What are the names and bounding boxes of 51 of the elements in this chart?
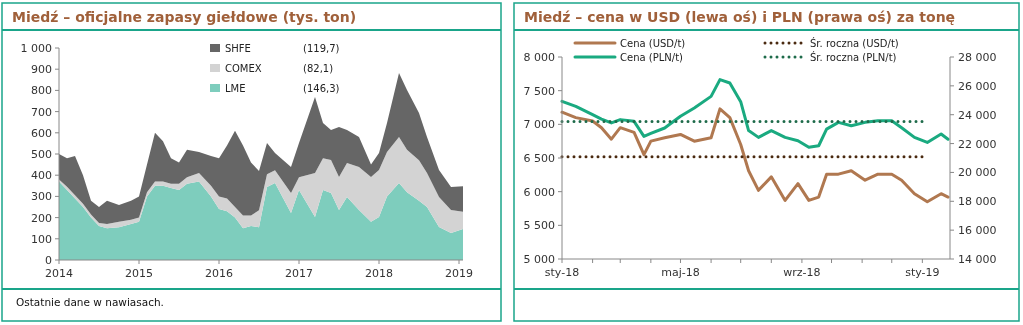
chart-title: Miedź – oficjalne zapasy giełdowe (tys. ton) <box>12 9 357 25</box>
chart-title: Miedź – cena w USD (lewa oś) i PLN (prawa oś) za tonę <box>524 9 956 25</box>
y-tick-label: 5 000 <box>523 253 555 266</box>
y-tick-label: 8 000 <box>523 51 555 64</box>
y-tick-label: 600 <box>31 126 52 140</box>
y-tick-label: 6 000 <box>523 185 555 199</box>
legend-label: Cena (PLN/t) <box>620 52 684 63</box>
y-tick-label: 500 <box>31 148 52 161</box>
line-series <box>560 78 950 149</box>
annotation: (146,3) <box>303 83 340 94</box>
y2-tick-label: 18 000 <box>958 195 997 209</box>
annotation: (119,7) <box>303 43 340 54</box>
y2-tick-label: 28 000 <box>958 51 997 64</box>
x-tick-label: wrz-18 <box>783 266 821 279</box>
x-tick-label: 2016 <box>205 267 233 280</box>
x-tick-label: 2019 <box>445 267 473 280</box>
y2-tick-label: 22 000 <box>958 137 997 151</box>
y-tick-label: 900 <box>31 63 52 77</box>
y-tick-label: 400 <box>31 169 52 183</box>
legend-label: Śr. roczna (USD/t) <box>810 37 899 49</box>
x-tick-label: sty-18 <box>544 266 580 279</box>
legend-label: LME <box>225 83 246 94</box>
y-tick-label: 0 <box>45 254 52 267</box>
y-tick-label: 200 <box>31 211 52 225</box>
y2-tick-label: 26 000 <box>958 79 997 93</box>
y-tick-label: 7 500 <box>523 84 555 98</box>
x-tick-label: 2017 <box>285 267 313 280</box>
y-tick-label: 300 <box>31 190 52 204</box>
x-tick-label: 2014 <box>45 267 73 280</box>
y-tick-label: 100 <box>31 232 52 246</box>
legend-label: SHFE <box>225 43 251 54</box>
y2-tick-label: 14 000 <box>958 253 997 266</box>
y-tick-label: 7 000 <box>523 118 555 132</box>
legend-label: COMEX <box>225 63 262 74</box>
y-tick-label: 5 500 <box>523 219 555 233</box>
annotation: (82,1) <box>303 63 334 74</box>
y-tick-label: 6 500 <box>523 152 555 165</box>
x-tick-label: sty-19 <box>905 266 940 279</box>
y2-tick-label: 20 000 <box>958 166 997 180</box>
y2-tick-label: 16 000 <box>958 224 997 238</box>
y-tick-label: 800 <box>31 84 52 98</box>
y2-tick-label: 24 000 <box>958 108 997 122</box>
x-tick-label: 2018 <box>365 267 393 280</box>
x-tick-label: maj-18 <box>661 266 700 279</box>
x-tick-label: 2015 <box>125 267 153 280</box>
y-tick-label: 1 000 <box>20 42 52 55</box>
line-series <box>560 107 950 204</box>
text: Ostatnie dane w nawiasach. <box>16 296 164 308</box>
y-tick-label: 700 <box>31 105 52 119</box>
legend-label: Śr. roczna (PLN/t) <box>810 51 897 63</box>
legend-label: Cena (USD/t) <box>620 38 686 49</box>
